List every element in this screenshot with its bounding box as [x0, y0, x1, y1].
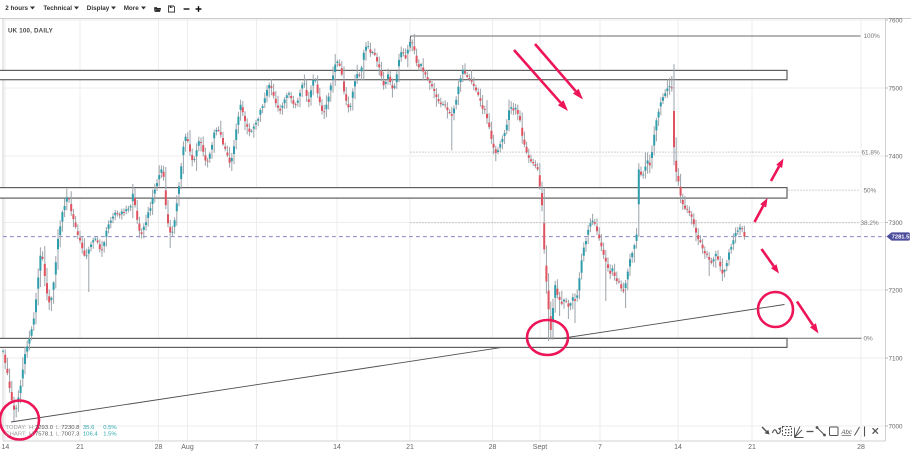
svg-text:14: 14 [2, 444, 10, 451]
svg-text:7281.5: 7281.5 [892, 235, 911, 241]
svg-text:28: 28 [155, 444, 163, 451]
svg-text:TODAY:: TODAY: [5, 425, 26, 431]
svg-text:7293.0: 7293.0 [35, 425, 54, 431]
svg-text:7: 7 [255, 444, 259, 451]
svg-text:Sept: Sept [533, 444, 547, 451]
svg-text:0%: 0% [864, 336, 874, 343]
svg-text:0.5%: 0.5% [103, 425, 117, 431]
svg-text:7400: 7400 [889, 153, 904, 160]
svg-text:28: 28 [857, 444, 865, 451]
svg-text:14: 14 [674, 444, 682, 451]
svg-text:7500: 7500 [889, 85, 904, 92]
svg-text:7600: 7600 [889, 17, 904, 24]
svg-text:50%: 50% [864, 187, 877, 194]
svg-text:21: 21 [406, 444, 414, 451]
svg-text:28: 28 [489, 444, 497, 451]
svg-text:21: 21 [748, 444, 756, 451]
svg-text:38.2%: 38.2% [861, 220, 879, 227]
svg-text:L:: L: [56, 425, 61, 431]
svg-text:7300: 7300 [889, 220, 904, 227]
svg-text:CHART:: CHART: [5, 431, 27, 437]
svg-text:7000: 7000 [889, 423, 904, 430]
svg-text:7578.1: 7578.1 [35, 431, 53, 437]
svg-text:UK 100, DAILY: UK 100, DAILY [8, 27, 54, 34]
svg-text:35.6: 35.6 [83, 425, 95, 431]
svg-text:7: 7 [598, 444, 602, 451]
svg-text:H:: H: [29, 431, 35, 437]
svg-text:61.8%: 61.8% [862, 149, 880, 156]
svg-text:L:: L: [56, 431, 61, 437]
svg-text:106.4: 106.4 [83, 431, 98, 437]
svg-text:7007.3: 7007.3 [61, 431, 80, 437]
svg-text:1.5%: 1.5% [103, 431, 117, 437]
svg-text:7100: 7100 [889, 355, 904, 362]
svg-text:14: 14 [333, 444, 341, 451]
svg-text:Aug: Aug [181, 444, 194, 451]
svg-text:100%: 100% [864, 33, 881, 40]
svg-text:Abc: Abc [841, 430, 852, 436]
svg-text:7200: 7200 [889, 287, 904, 294]
svg-text:21: 21 [76, 444, 84, 451]
svg-text:H:: H: [29, 425, 35, 431]
svg-text:7230.8: 7230.8 [61, 425, 80, 431]
